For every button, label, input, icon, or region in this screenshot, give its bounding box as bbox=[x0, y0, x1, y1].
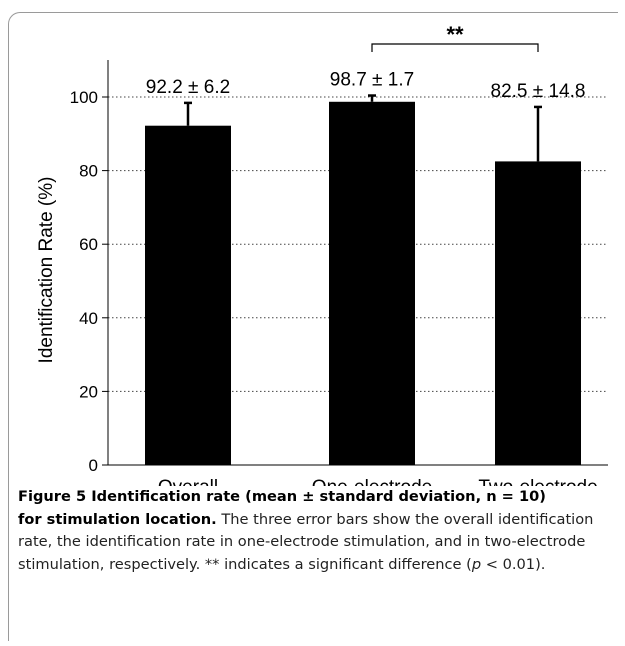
significance-label: ** bbox=[446, 22, 464, 47]
caption-title-part2: for stimulation location. bbox=[18, 510, 217, 528]
y-tick-label-0: 0 bbox=[89, 456, 98, 475]
bars bbox=[145, 101, 581, 465]
figure-caption: Figure 5 Identification rate (mean ± sta… bbox=[18, 486, 614, 576]
significance-line bbox=[371, 43, 539, 52]
caption-body-2: < 0.01). bbox=[481, 555, 546, 573]
figure-frame bbox=[8, 12, 618, 641]
caption-title-part1: Identification rate (mean ± standard dev… bbox=[86, 488, 546, 505]
caption-body-1: The three error bars show the overall id… bbox=[18, 510, 594, 573]
y-tick-label-80: 80 bbox=[79, 162, 98, 181]
y-tick-label-60: 60 bbox=[79, 235, 98, 254]
axes: 0 20 40 60 80 100 Overall One-electrode Two-elec… bbox=[70, 60, 608, 486]
bar-chart: 0 20 40 60 80 100 Overall One-electrode Two-elec… bbox=[36, 22, 608, 486]
value-label-two-electrode: 82.5 ± 14.8 bbox=[491, 81, 586, 102]
y-axis-label: Identification Rate (%) bbox=[36, 177, 57, 364]
bar-two-electrode bbox=[495, 161, 581, 465]
bar-one-electrode bbox=[329, 101, 415, 465]
value-label-overall: 92.2 ± 6.2 bbox=[146, 77, 230, 98]
figure-label: Figure 5 bbox=[18, 488, 87, 505]
y-tick-label-40: 40 bbox=[79, 309, 98, 328]
value-label-one-electrode: 98.7 ± 1.7 bbox=[330, 70, 414, 91]
x-tick-label-overall: Overall bbox=[158, 477, 218, 486]
value-labels: 92.2 ± 6.2 98.7 ± 1.7 82.5 ± 14.8 bbox=[146, 70, 586, 102]
significance-bracket: ** bbox=[371, 22, 539, 52]
x-tick-label-one-electrode: One-electrode bbox=[312, 477, 432, 486]
error-bars bbox=[184, 94, 542, 162]
y-tick-label-100: 100 bbox=[70, 88, 98, 107]
y-tick-label-20: 20 bbox=[79, 382, 98, 401]
caption-p-symbol: p bbox=[471, 555, 482, 573]
x-tick-label-two-electrode: Two-electrode bbox=[478, 477, 597, 486]
bar-overall bbox=[145, 125, 231, 465]
